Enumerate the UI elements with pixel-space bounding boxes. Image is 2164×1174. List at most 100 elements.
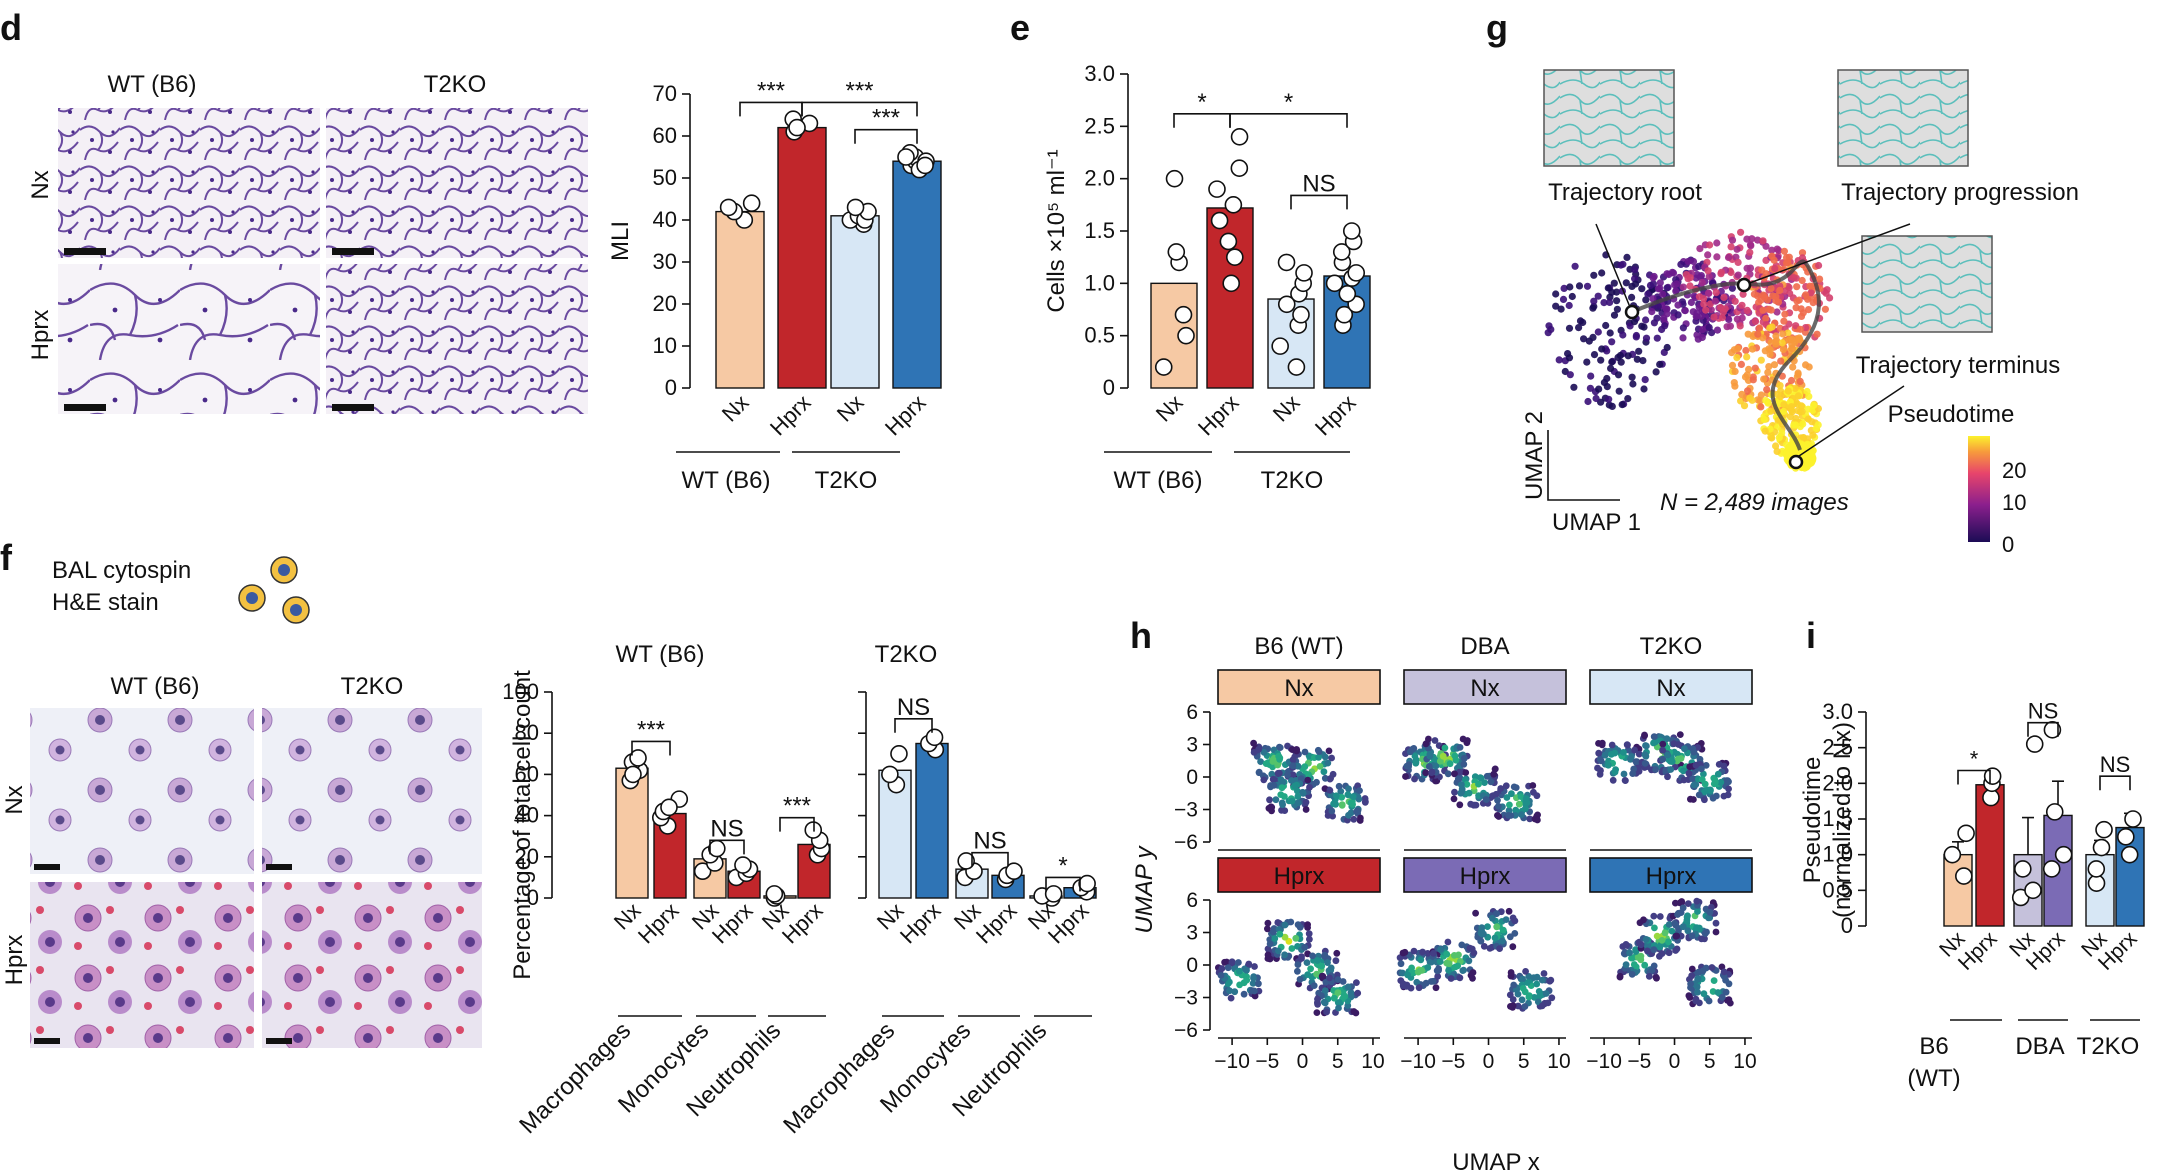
h-point xyxy=(1425,763,1433,770)
h-point xyxy=(1667,766,1675,773)
h-point xyxy=(1594,764,1601,772)
h-point xyxy=(1289,762,1297,770)
g-point xyxy=(1803,387,1811,396)
g-point xyxy=(1631,266,1639,274)
g-point xyxy=(1633,355,1641,363)
g-point xyxy=(1712,289,1720,297)
g-point xyxy=(1663,343,1671,352)
h-point xyxy=(1245,960,1253,968)
h-point xyxy=(1314,957,1321,964)
data-point xyxy=(1943,845,1962,864)
scale-bar xyxy=(266,1038,292,1044)
h-point xyxy=(1712,778,1719,786)
g-point xyxy=(1590,271,1598,279)
h-point xyxy=(1705,997,1713,1005)
h-point xyxy=(1291,782,1298,790)
h-x-tick-label: −10 xyxy=(1214,1050,1250,1073)
h-point xyxy=(1294,921,1302,929)
x-tick-label: Nx xyxy=(1268,390,1305,427)
g-point xyxy=(1764,368,1772,376)
g-point xyxy=(1794,392,1802,400)
h-header-box xyxy=(1403,669,1567,705)
g-umap-axes xyxy=(1547,430,1620,501)
h-point xyxy=(1432,984,1440,992)
h-x-tick-label: 0 xyxy=(1297,1050,1309,1073)
h-point xyxy=(1465,789,1473,797)
h-point xyxy=(1694,988,1701,996)
h-point xyxy=(1672,947,1679,954)
h-point xyxy=(1608,741,1616,749)
g-point xyxy=(1710,313,1718,321)
g-point xyxy=(1717,270,1725,278)
y-tick-label: 0 xyxy=(1103,375,1115,400)
data-point xyxy=(2120,845,2139,864)
g-point xyxy=(1740,402,1749,410)
h-point xyxy=(1269,775,1277,783)
h-point xyxy=(1717,778,1725,786)
g-image-terminus xyxy=(1861,235,1993,333)
h-point xyxy=(1664,773,1671,781)
h-point xyxy=(1274,761,1282,769)
h-point xyxy=(1698,935,1705,943)
g-colorbar xyxy=(1968,436,1990,542)
h-point xyxy=(1724,791,1732,799)
data-point xyxy=(1292,305,1310,324)
h-point xyxy=(1325,747,1333,755)
g-point xyxy=(1681,307,1689,315)
g-point xyxy=(1810,401,1818,409)
y-tick-label: 80 xyxy=(515,720,539,745)
h-point xyxy=(1522,805,1529,813)
h-point xyxy=(1620,749,1627,756)
d-histology-wt-hprx xyxy=(58,264,320,414)
g-point xyxy=(1743,264,1751,272)
g-point xyxy=(1723,323,1731,331)
g-point xyxy=(1698,278,1706,287)
h-point xyxy=(1518,996,1526,1004)
data-point xyxy=(2014,860,2032,878)
h-point xyxy=(1652,766,1659,773)
g-legend-title: Pseudotime xyxy=(1888,401,2015,428)
g-trajectory-cloud xyxy=(1544,228,1834,472)
g-point xyxy=(1656,279,1664,287)
d-row-hprx: Hprx xyxy=(27,310,54,361)
h-point xyxy=(1402,773,1409,780)
h-point xyxy=(1641,731,1648,739)
h-x-label: UMAP x xyxy=(1452,1149,1540,1174)
data-point xyxy=(925,728,944,747)
data-point xyxy=(1219,232,1238,251)
bar xyxy=(915,742,949,899)
g-point xyxy=(1813,330,1821,338)
h-point xyxy=(1718,993,1726,1001)
h-point xyxy=(1519,985,1527,992)
g-point xyxy=(1756,324,1764,332)
h-point xyxy=(1469,975,1476,982)
g-point xyxy=(1654,302,1662,310)
h-point xyxy=(1333,949,1341,957)
h-point xyxy=(1426,750,1434,758)
h-x-tick-label: −5 xyxy=(1627,1050,1651,1073)
g-point xyxy=(1796,325,1804,333)
f-cytospin-wt-hprx xyxy=(30,882,254,1048)
data-point xyxy=(1078,874,1096,893)
h-point xyxy=(1324,759,1332,767)
g-point xyxy=(1734,271,1742,279)
h-point xyxy=(1489,914,1496,922)
y-tick-label: 0 xyxy=(1841,913,1853,938)
h-point xyxy=(1494,796,1501,804)
data-point xyxy=(1983,767,2002,786)
h-point xyxy=(1269,758,1277,765)
h-point xyxy=(1260,749,1268,756)
significance-bracket xyxy=(971,851,1009,867)
g-point xyxy=(1809,431,1817,439)
g-point xyxy=(1725,315,1733,324)
h-point xyxy=(1316,763,1324,770)
significance-label: NS xyxy=(710,815,743,842)
h-point xyxy=(1437,946,1444,953)
significance-bracket xyxy=(2099,775,2131,791)
g-point xyxy=(1606,298,1614,306)
h-point xyxy=(1604,761,1612,769)
h-point xyxy=(1294,799,1302,807)
h-y-tick-label: 3 xyxy=(1186,734,1198,757)
g-point xyxy=(1765,363,1773,371)
